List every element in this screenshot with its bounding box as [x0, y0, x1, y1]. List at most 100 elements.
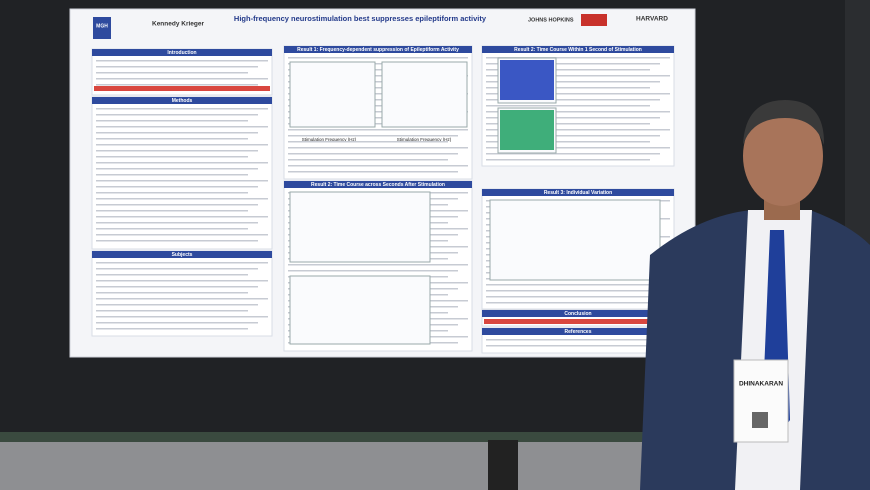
- text-line: [486, 69, 650, 71]
- figure-panel: [289, 191, 431, 263]
- axis-label: Stimulation Frequency (Hz): [397, 137, 452, 142]
- text-line: [96, 228, 248, 230]
- text-line: [486, 117, 660, 119]
- text-line: [486, 111, 670, 113]
- visitor-legs: [488, 440, 518, 490]
- text-line: [288, 135, 458, 137]
- section-header: [482, 189, 674, 196]
- section-header: [482, 310, 674, 317]
- logo: MGH: [96, 23, 108, 29]
- section-heading: Result 3: Individual Variation: [544, 190, 612, 196]
- text-line: [96, 150, 258, 152]
- text-line: [486, 129, 670, 131]
- section-heading: Result 1: Frequency-dependent suppressio…: [297, 47, 459, 53]
- text-line: [96, 234, 268, 236]
- text-line: [486, 153, 660, 155]
- text-line: [486, 57, 670, 59]
- text-line: [96, 180, 268, 182]
- heatmap: [500, 60, 554, 100]
- text-line: [288, 141, 448, 143]
- intro-highlight: [94, 86, 270, 91]
- text-line: [96, 274, 248, 276]
- text-line: [96, 174, 248, 176]
- text-line: [96, 222, 258, 224]
- text-line: [96, 204, 258, 206]
- section-heading: Introduction: [167, 50, 196, 56]
- section-box: [91, 96, 273, 250]
- text-line: [486, 75, 670, 77]
- text-line: [96, 240, 258, 242]
- text-line: [96, 126, 268, 128]
- text-line: [96, 138, 248, 140]
- text-line: [486, 105, 650, 107]
- text-line: [96, 286, 258, 288]
- text-line: [486, 147, 670, 149]
- text-line: [96, 156, 248, 158]
- axis-label: Stimulation Frequency (Hz): [302, 137, 357, 142]
- text-line: [96, 310, 248, 312]
- logo: HARVARD: [636, 16, 668, 23]
- text-line: [96, 316, 268, 318]
- text-line: [96, 114, 258, 116]
- text-line: [486, 93, 670, 95]
- text-line: [96, 78, 268, 80]
- section-header: [92, 251, 272, 258]
- text-line: [96, 192, 248, 194]
- text-line: [486, 339, 670, 341]
- text-line: [288, 171, 458, 173]
- text-line: [96, 186, 258, 188]
- badge-name: DHINAKARAN: [739, 381, 783, 388]
- text-line: [96, 268, 258, 270]
- text-line: [96, 162, 268, 164]
- text-line: [96, 304, 258, 306]
- section-heading: Methods: [172, 98, 193, 104]
- figure-panel: [489, 199, 661, 281]
- logo: Kennedy Krieger: [152, 21, 204, 28]
- text-line: [288, 93, 468, 95]
- text-line: [288, 111, 468, 113]
- text-line: [96, 132, 258, 134]
- section-heading: References: [565, 329, 592, 335]
- text-line: [96, 168, 258, 170]
- section-header: [284, 181, 472, 188]
- section-heading: Subjects: [172, 252, 193, 258]
- text-line: [288, 129, 468, 131]
- text-line: [486, 87, 650, 89]
- text-line: [486, 63, 660, 65]
- section-header: [92, 49, 272, 56]
- text-line: [486, 81, 660, 83]
- text-line: [96, 108, 268, 110]
- section-heading: Conclusion: [564, 311, 591, 317]
- text-line: [96, 280, 268, 282]
- text-line: [96, 66, 258, 68]
- text-line: [96, 262, 268, 264]
- wall-trim: [0, 432, 870, 442]
- text-line: [96, 84, 258, 86]
- text-line: [486, 159, 650, 161]
- text-line: [486, 135, 660, 137]
- text-line: [288, 57, 468, 59]
- section-header: [482, 328, 674, 335]
- text-line: [96, 328, 248, 330]
- text-line: [486, 296, 660, 298]
- text-line: [486, 141, 650, 143]
- conclusion-bar: [484, 319, 672, 324]
- text-line: [486, 284, 650, 286]
- text-line: [288, 270, 458, 272]
- text-line: [288, 165, 468, 167]
- text-line: [288, 75, 468, 77]
- logo: JOHNS HOPKINS: [528, 17, 574, 23]
- text-line: [96, 322, 258, 324]
- logo-box: [581, 14, 607, 26]
- figure-panel: [381, 61, 468, 128]
- badge: [733, 359, 789, 443]
- text-line: [486, 123, 650, 125]
- text-line: [288, 153, 458, 155]
- text-line: [96, 60, 268, 62]
- hair: [743, 100, 825, 145]
- badge-qr: [752, 412, 768, 428]
- section-heading: Result 2: Time Course Within 1 Second of…: [514, 47, 642, 53]
- figure-panel: [289, 275, 431, 345]
- face: [743, 106, 823, 206]
